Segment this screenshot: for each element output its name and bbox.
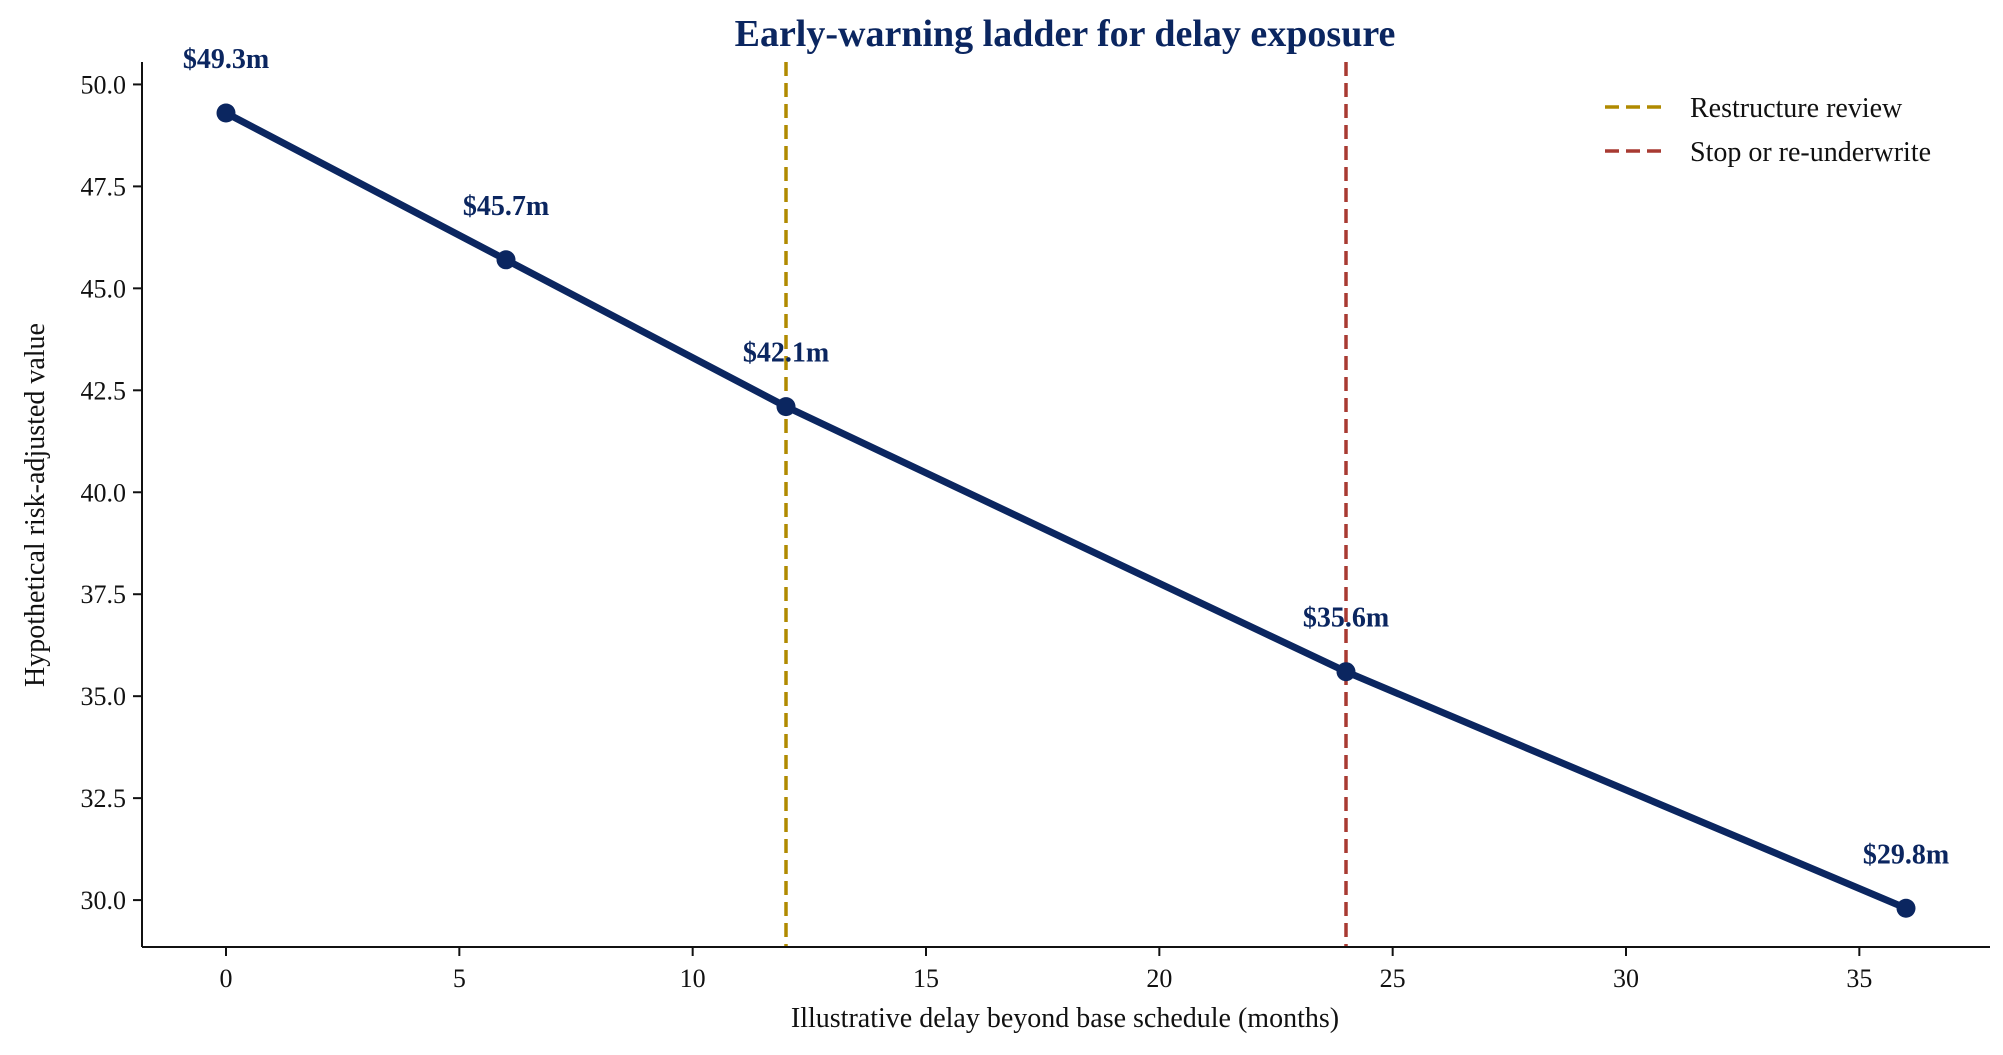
y-tick-label: 32.5: [81, 784, 127, 813]
data-label: $42.1m: [743, 338, 829, 369]
data-point: [776, 397, 796, 417]
y-axis-ticks: 30.0 32.5 35.0 37.5 40.0 42.5 45.0 47.5 50.0: [81, 70, 142, 915]
plot-area: $49.3m $45.7m $42.1m $35.6m $29.8m: [183, 44, 1949, 947]
data-point: [1336, 662, 1356, 682]
x-tick-label: 25: [1380, 964, 1406, 993]
x-tick-label: 20: [1146, 964, 1172, 993]
x-tick-label: 15: [913, 964, 939, 993]
y-tick-label: 47.5: [81, 172, 127, 201]
data-label: $49.3m: [183, 44, 269, 75]
data-point: [1896, 898, 1916, 918]
y-tick-label: 37.5: [81, 580, 127, 609]
y-tick-label: 45.0: [81, 274, 127, 303]
y-tick-label: 50.0: [81, 70, 127, 99]
data-point: [216, 103, 236, 123]
x-axis-label: Illustrative delay beyond base schedule …: [791, 1003, 1339, 1034]
data-point: [496, 250, 516, 270]
series-line: [222, 109, 1910, 912]
x-axis-ticks: 0 5 10 15 20 25 30 35: [220, 947, 1872, 993]
data-label: $29.8m: [1863, 839, 1949, 870]
x-tick-label: 10: [680, 964, 706, 993]
chart-title: Early-warning ladder for delay exposure: [735, 13, 1396, 55]
y-tick-label: 30.0: [81, 886, 127, 915]
x-tick-label: 5: [453, 964, 466, 993]
y-tick-label: 40.0: [81, 478, 127, 507]
legend-label: Restructure review: [1690, 93, 1903, 124]
data-label: $45.7m: [463, 191, 549, 222]
x-tick-label: 30: [1613, 964, 1639, 993]
y-tick-label: 42.5: [81, 376, 127, 405]
y-axis-label: Hypothetical risk-adjusted value: [20, 323, 51, 687]
legend: Restructure review Stop or re-underwrite: [1605, 93, 1931, 168]
x-tick-label: 35: [1846, 964, 1872, 993]
x-tick-label: 0: [220, 964, 233, 993]
legend-label: Stop or re-underwrite: [1690, 137, 1931, 168]
data-label: $35.6m: [1303, 603, 1389, 634]
y-tick-label: 35.0: [81, 682, 127, 711]
